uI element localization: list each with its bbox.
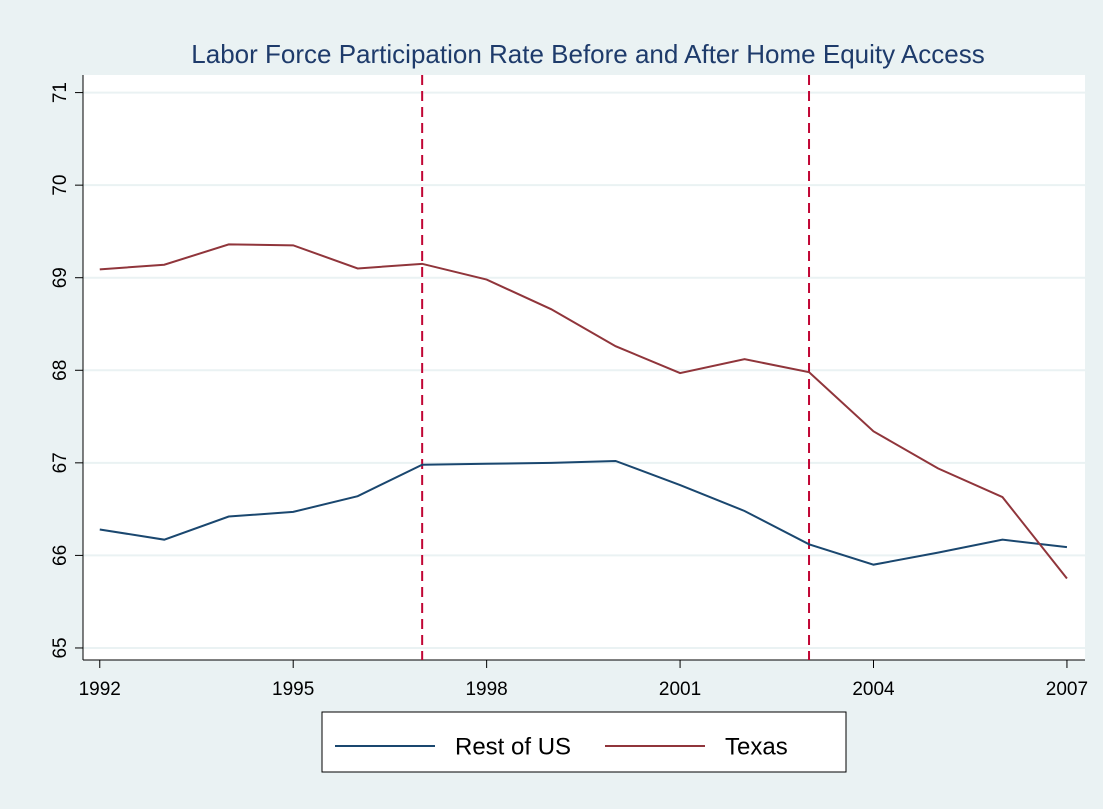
- x-tick-label: 1998: [465, 679, 507, 700]
- legend: [321, 711, 847, 773]
- y-tick-label: 70: [50, 175, 71, 196]
- chart-title: Labor Force Participation Rate Before an…: [191, 39, 984, 69]
- y-tick-label: 66: [50, 545, 71, 566]
- y-tick-label: 68: [50, 360, 71, 381]
- y-tick-label: 71: [50, 82, 71, 103]
- x-tick-label: 2001: [659, 679, 701, 700]
- plot-area: [83, 75, 1085, 660]
- y-tick-label: 67: [50, 452, 71, 473]
- x-tick-label: 1995: [272, 679, 314, 700]
- x-tick-label: 2004: [852, 679, 895, 700]
- series-line: [99, 459, 1068, 566]
- legend-label: Texas: [725, 733, 788, 760]
- y-tick-label: 65: [50, 637, 71, 658]
- y-tick-label: 69: [50, 267, 71, 288]
- x-tick-label: 1992: [79, 679, 121, 700]
- series-line: [99, 243, 1068, 580]
- x-tick-label: 2007: [1046, 679, 1088, 700]
- legend-label: Rest of US: [455, 733, 571, 760]
